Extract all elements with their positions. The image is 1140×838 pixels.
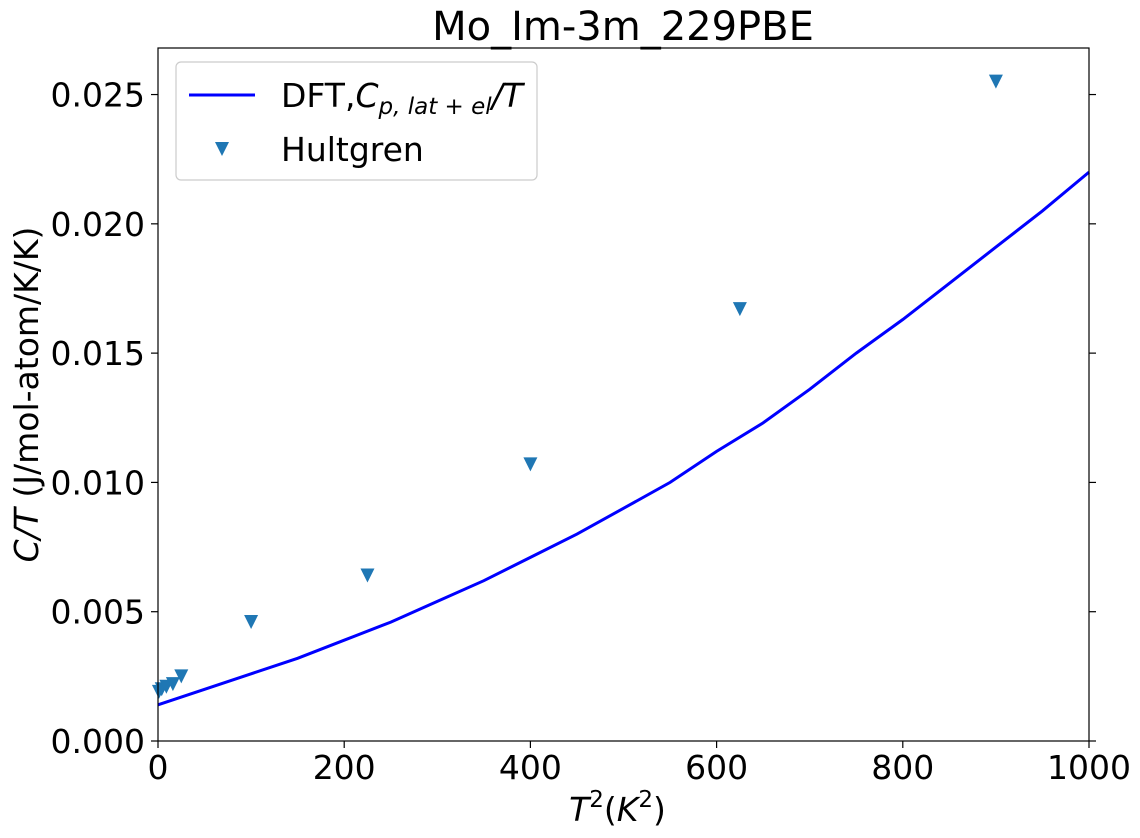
- y-tick-label: 0.025: [51, 76, 145, 115]
- data-point-hultgren: [523, 457, 538, 472]
- x-axis-label-text: T2(K2): [569, 787, 666, 829]
- x-tick-label: 200: [313, 748, 376, 787]
- data-point-hultgren: [174, 669, 189, 684]
- legend-label-dft: DFT,Cp, lat + el/T: [281, 76, 526, 120]
- chart-title: Mo_Im-3m_229PBE: [432, 4, 814, 50]
- data-point-hultgren: [244, 615, 259, 630]
- axes-frame: [157, 47, 1090, 742]
- y-axis-label-text: C/T (J/mol-atom/K/K): [7, 227, 46, 563]
- legend-box: [175, 61, 538, 181]
- data-point-hultgren: [360, 568, 375, 583]
- y-tick-label: 0.010: [51, 463, 145, 502]
- x-tick-label: 600: [685, 748, 748, 787]
- data-point-hultgren: [165, 677, 180, 692]
- axes: 0 200 400 600 800 1000 0.000 0.005 0.010 0.015 0.0…: [51, 47, 1131, 787]
- data-point-hultgren: [732, 302, 747, 317]
- legend-label-hultgren: Hultgren: [281, 130, 424, 169]
- y-tick-label: 0.020: [51, 205, 145, 244]
- y-tick-label: 0.015: [51, 334, 145, 373]
- legend-marker-swatch: [215, 142, 229, 156]
- legend: DFT,Cp, lat + el/T Hultgren: [175, 61, 538, 181]
- x-tick-label: 1000: [1047, 748, 1131, 787]
- y-tick-label: 0.005: [51, 593, 145, 632]
- x-tick-label: 0: [148, 748, 169, 787]
- x-tick-label: 800: [871, 748, 934, 787]
- x-axis-label: T2(K2): [569, 787, 666, 829]
- data-point-hultgren: [988, 74, 1003, 89]
- y-tick-label: 0.000: [51, 722, 145, 761]
- x-tick-label: 400: [499, 748, 562, 787]
- y-axis-label: C/T (J/mol-atom/K/K): [7, 227, 46, 563]
- series-line-dft: [157, 170, 1090, 707]
- plot-area: [151, 74, 1090, 707]
